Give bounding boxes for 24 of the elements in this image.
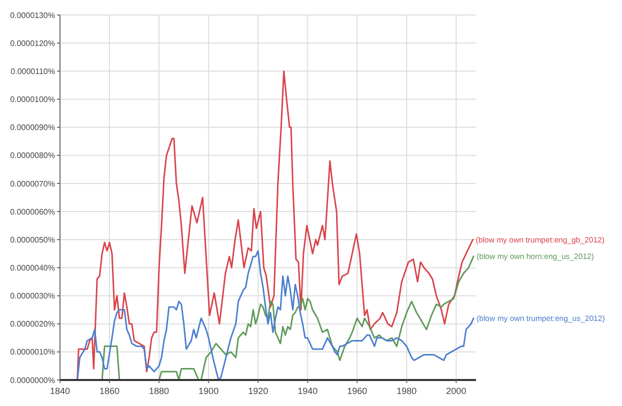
y-tick-label: 0.0000090% [10, 123, 55, 132]
y-tick-label: 0.0000080% [10, 151, 55, 160]
y-tick-label: 0.0000030% [10, 292, 55, 301]
y-tick-label: 0.0000070% [10, 179, 55, 188]
x-tick-label: 1840 [50, 386, 70, 396]
y-tick-label: 0.0000130% [10, 10, 55, 20]
y-tick-label: 0.0000040% [10, 263, 55, 272]
y-tick-label: 0.0000120% [10, 38, 55, 48]
x-tick-label: 1960 [347, 386, 368, 396]
line-series [76, 70, 474, 381]
x-tick-label: 1920 [248, 386, 268, 396]
y-tick-label: 0.0000010% [10, 348, 55, 357]
y-tick-label: 0.0000110% [10, 66, 55, 76]
y-tick-label: 0.0000100% [10, 95, 55, 104]
x-tick-label: 1860 [100, 386, 120, 396]
x-tick-label: 1980 [396, 386, 417, 396]
y-tick-label: 0.0000050% [10, 235, 55, 244]
x-tick-label: 1940 [298, 386, 318, 396]
x-tick-label: 1880 [149, 386, 170, 396]
y-tick-label: 0.0000020% [10, 320, 55, 329]
y-tick-label: 0.0000060% [10, 207, 55, 216]
y-tick-label: 0.0000000% [10, 376, 55, 385]
x-tick-label: 1900 [198, 386, 219, 396]
x-tick-label: 2000 [446, 386, 466, 396]
